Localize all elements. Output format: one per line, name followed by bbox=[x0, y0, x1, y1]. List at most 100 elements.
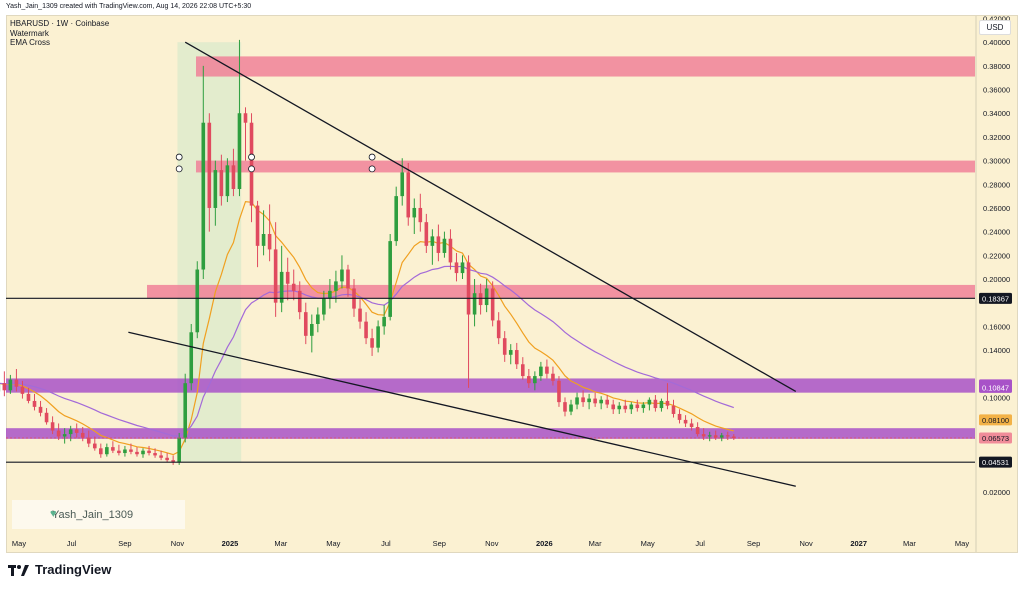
candle-body-97 bbox=[581, 397, 585, 403]
drawing-handle-5 bbox=[368, 165, 376, 173]
candle-body-7 bbox=[38, 406, 43, 413]
drawing-handle-4 bbox=[368, 153, 376, 161]
zone-resistance-0.295 bbox=[196, 160, 975, 173]
watermark-text: Yash_Jain_1309 bbox=[52, 508, 134, 521]
candle-body-14 bbox=[80, 432, 85, 438]
candle-body-84 bbox=[502, 338, 507, 355]
x-tick-label-5: Mar bbox=[274, 539, 287, 548]
candle-body-2 bbox=[8, 379, 13, 391]
candle-body-86 bbox=[514, 350, 519, 365]
candle-body-77 bbox=[460, 262, 465, 274]
candle-body-4 bbox=[20, 386, 25, 394]
candle-body-103 bbox=[617, 405, 622, 410]
candle-body-81 bbox=[484, 288, 489, 306]
candle-body-28 bbox=[165, 457, 169, 461]
candle-body-23 bbox=[135, 451, 139, 455]
price-label-2: 0.10847 bbox=[982, 383, 1009, 392]
candle-body-38 bbox=[225, 165, 230, 197]
y-tick-label-9: 0.24000 bbox=[983, 228, 1010, 237]
candle-body-62 bbox=[370, 338, 374, 348]
drawing-handle-1 bbox=[175, 165, 183, 173]
price-label-bg-0 bbox=[979, 292, 1012, 304]
candle-body-94 bbox=[563, 402, 567, 412]
candle-body-19 bbox=[111, 447, 115, 451]
x-tick-label-2: Sep bbox=[118, 539, 131, 548]
candle-body-105 bbox=[629, 404, 634, 410]
candle-body-79 bbox=[472, 293, 477, 315]
x-tick-label-10: 2026 bbox=[536, 539, 553, 548]
candle-body-88 bbox=[527, 376, 531, 384]
x-tick-label-18: May bbox=[955, 539, 969, 548]
candle-body-53 bbox=[316, 314, 320, 324]
x-tick-label-0: May bbox=[12, 539, 26, 548]
candle-body-24 bbox=[141, 450, 145, 455]
candle-body-16 bbox=[92, 443, 97, 449]
candle-body-112 bbox=[671, 405, 676, 414]
candle-body-78 bbox=[466, 262, 471, 315]
candle-body-107 bbox=[641, 404, 646, 409]
currency-badge[interactable]: USD bbox=[979, 20, 1011, 35]
candle-body-100 bbox=[599, 399, 603, 404]
legend-indicator-ema-cross[interactable]: EMA Cross bbox=[10, 38, 51, 47]
candle-body-39 bbox=[231, 165, 236, 190]
candle-body-99 bbox=[593, 398, 597, 404]
candle-body-75 bbox=[448, 238, 453, 263]
candle-body-118 bbox=[707, 435, 712, 437]
candle-body-113 bbox=[677, 413, 682, 420]
x-tick-label-17: Mar bbox=[903, 539, 916, 548]
candle-body-67 bbox=[400, 172, 405, 197]
y-tick-label-6: 0.30000 bbox=[983, 157, 1010, 166]
candle-body-83 bbox=[496, 320, 501, 339]
chart-frame[interactable] bbox=[6, 15, 1018, 553]
candle-body-55 bbox=[328, 290, 332, 298]
zones-layer bbox=[6, 42, 975, 463]
candle-body-92 bbox=[551, 373, 555, 381]
candle-body-33 bbox=[195, 269, 200, 333]
drawing-handle-2 bbox=[248, 153, 255, 161]
price-label-bg-3 bbox=[979, 414, 1012, 426]
candle-body-32 bbox=[189, 332, 194, 384]
heart-icon: ♥ bbox=[50, 508, 57, 520]
lines-layer bbox=[6, 41, 975, 487]
legend-indicator-watermark[interactable]: Watermark bbox=[10, 28, 49, 38]
candle-body-9 bbox=[50, 422, 55, 431]
candle-body-20 bbox=[117, 450, 121, 454]
candle-body-54 bbox=[322, 297, 326, 315]
candle-body-65 bbox=[388, 241, 392, 317]
x-tick-label-7: Jul bbox=[381, 539, 391, 548]
tradingview-logo[interactable]: TradingView bbox=[8, 562, 111, 577]
candle-body-45 bbox=[267, 234, 272, 250]
candle-body-13 bbox=[74, 429, 79, 433]
legend-symbol[interactable]: HBARUSD · 1W · Coinbase bbox=[10, 19, 110, 28]
price-label-3: 0.08100 bbox=[982, 416, 1009, 425]
y-tick-label-1: 0.40000 bbox=[983, 38, 1010, 47]
candle-body-11 bbox=[62, 434, 67, 437]
x-tick-label-3: Nov bbox=[171, 539, 185, 548]
y-tick-label-12: 0.16000 bbox=[983, 322, 1010, 331]
chart-header-caption: Yash_Jain_1309 created with TradingView.… bbox=[6, 3, 252, 10]
candle-body-98 bbox=[587, 398, 591, 403]
x-tick-label-16: 2027 bbox=[850, 539, 867, 548]
candle-body-66 bbox=[394, 196, 398, 242]
candle-body-85 bbox=[508, 350, 513, 355]
candle-body-96 bbox=[575, 397, 579, 405]
lower-trendline bbox=[128, 331, 796, 487]
candle-body-41 bbox=[243, 113, 248, 123]
candle-body-52 bbox=[310, 323, 314, 336]
candle-body-116 bbox=[695, 427, 700, 435]
candle-body-76 bbox=[454, 262, 459, 274]
candle-body-35 bbox=[207, 122, 212, 208]
candle-body-91 bbox=[545, 366, 549, 374]
x-tick-label-13: Jul bbox=[695, 539, 705, 548]
zone-resistance-0.19 bbox=[147, 284, 975, 298]
candle-body-49 bbox=[291, 283, 296, 291]
candle-body-18 bbox=[105, 447, 109, 455]
price-label-4: 0.06573 bbox=[982, 434, 1009, 443]
ema-layer bbox=[0, 200, 734, 456]
y-tick-label-5: 0.32000 bbox=[983, 133, 1010, 142]
x-tick-label-1: Jul bbox=[67, 539, 77, 548]
candle-body-122 bbox=[731, 436, 736, 439]
candle-body-109 bbox=[653, 399, 658, 409]
y-tick-label-8: 0.26000 bbox=[983, 204, 1010, 213]
